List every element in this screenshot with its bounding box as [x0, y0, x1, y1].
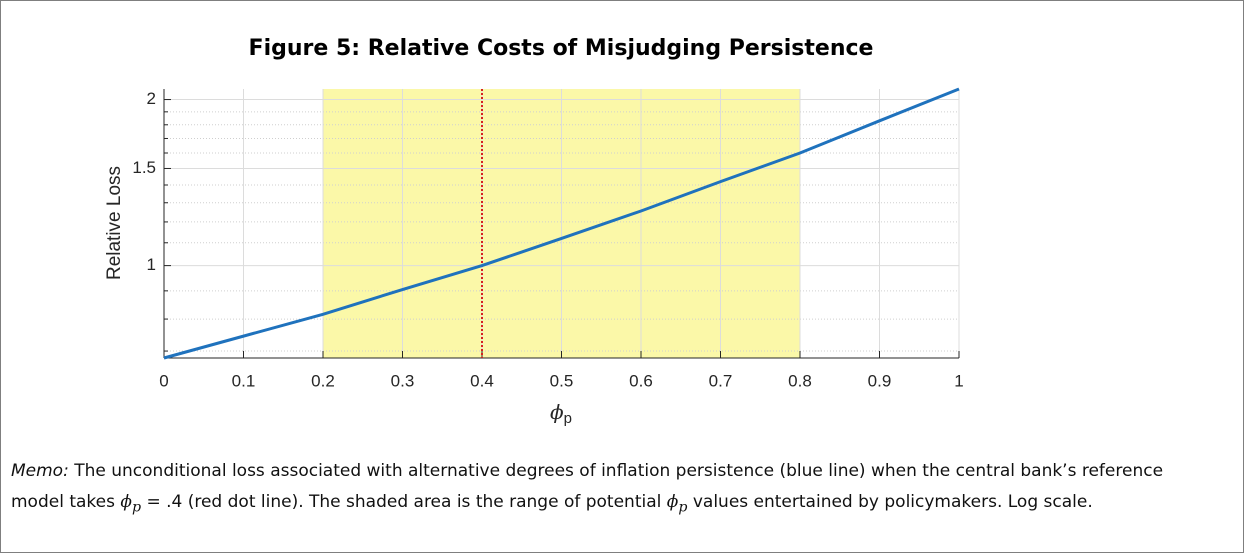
x-tick-label: 0.9 — [868, 371, 892, 390]
x-axis-label: ϕp — [550, 400, 572, 427]
x-tick-label: 0.2 — [311, 371, 335, 390]
chart-title: Figure 5: Relative Costs of Misjudging P… — [249, 36, 874, 61]
x-tick-label: 0.7 — [709, 371, 733, 390]
data-line — [163, 87, 960, 360]
x-tick-label: 0.4 — [470, 371, 494, 390]
x-tick-label: 0.5 — [550, 371, 574, 390]
memo-symbol: ϕ — [666, 492, 679, 512]
memo-subscript: p — [678, 499, 688, 516]
y-tick-label: 1 — [147, 255, 156, 274]
y-tick-label: 1.5 — [132, 158, 156, 177]
memo: Memo: The unconditional loss associated … — [11, 456, 1191, 523]
memo-text: The unconditional loss associated with a… — [11, 461, 1164, 512]
y-tick-label: 2 — [147, 89, 156, 108]
x-tick-label: 0.1 — [232, 371, 256, 390]
memo-text: values entertained by policymakers. Log … — [687, 492, 1093, 512]
x-tick-label: 0 — [159, 371, 168, 390]
x-label-subscript: p — [564, 410, 572, 427]
memo-lead: Memo: — [11, 461, 69, 481]
memo-symbol: ϕ — [120, 492, 132, 512]
x-tick-label: 0.6 — [629, 371, 653, 390]
memo-text: = .4 (red dot line). The shaded area is … — [141, 492, 667, 512]
y-axis-label: Relative Loss — [104, 166, 125, 280]
x-tick-label: 1 — [954, 371, 963, 390]
x-label-symbol: ϕ — [550, 400, 564, 424]
x-tick-label: 0.8 — [788, 371, 812, 390]
chart: Figure 5: Relative Costs of Misjudging P… — [104, 36, 964, 427]
x-tick-label: 0.3 — [391, 371, 415, 390]
memo-subscript: p — [131, 499, 142, 516]
